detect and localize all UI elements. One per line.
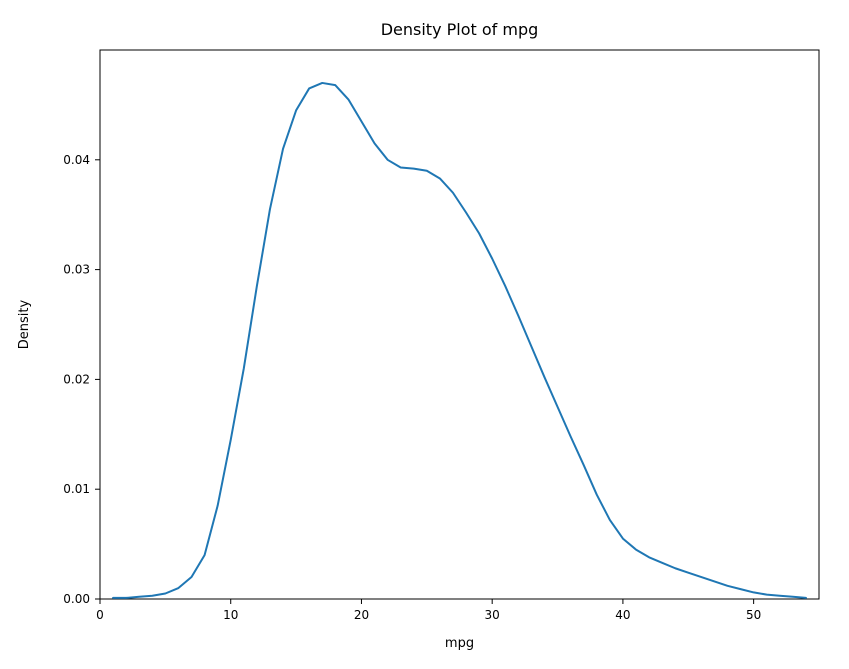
chart-title: Density Plot of mpg (381, 20, 539, 39)
y-tick-label: 0.01 (63, 482, 90, 496)
x-tick-label: 20 (354, 608, 369, 622)
x-tick-label: 50 (746, 608, 761, 622)
x-tick-label: 10 (223, 608, 238, 622)
x-tick-label: 40 (615, 608, 630, 622)
y-tick-label: 0.00 (63, 592, 90, 606)
x-axis-label: mpg (445, 636, 474, 651)
y-tick-label: 0.03 (63, 263, 90, 277)
y-tick-label: 0.02 (63, 372, 90, 386)
x-tick-label: 0 (96, 608, 104, 622)
x-tick-label: 30 (485, 608, 500, 622)
y-tick-label: 0.04 (63, 153, 90, 167)
y-axis-label: Density (17, 299, 32, 349)
density-chart: 0 10 20 30 40 50 0.00 0.01 0.02 0.03 0.04 mpg Densit… (0, 0, 849, 669)
chart-container: 0 10 20 30 40 50 0.00 0.01 0.02 0.03 0.04 mpg Densit… (0, 0, 849, 669)
